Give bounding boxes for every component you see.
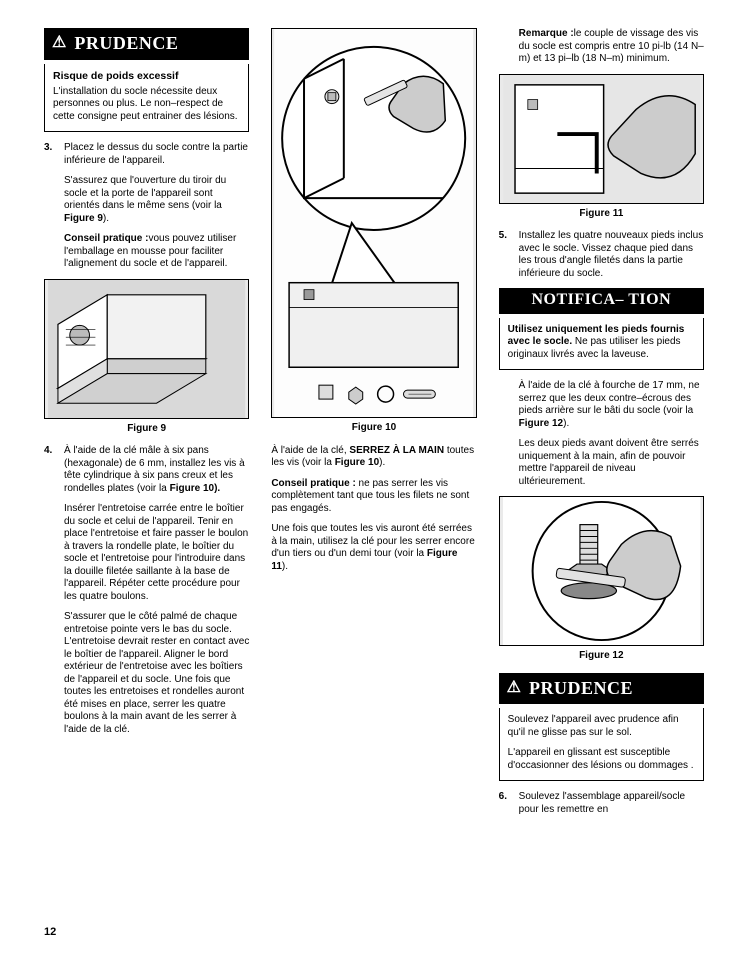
figure-11 bbox=[499, 74, 704, 204]
warning-icon: ⚠ bbox=[507, 680, 521, 696]
step-4-text-a: À l'aide de la clé mâle à six pans (hexa… bbox=[64, 445, 249, 495]
step-4-number: 4. bbox=[44, 445, 52, 458]
step-6-number: 6. bbox=[499, 791, 507, 804]
step-4: 4. À l'aide de la clé mâle à six pans (h… bbox=[64, 445, 249, 736]
figure-10 bbox=[271, 28, 476, 418]
notification-box: Utilisez uniquement les pieds fournis av… bbox=[499, 318, 704, 371]
steps-list-1: 3. Placez le dessus du socle contre la p… bbox=[44, 142, 249, 271]
notification-banner-title: NOTIFICA– TION bbox=[532, 292, 672, 309]
col2-p1: À l'aide de la clé, SERREZ À LA MAIN tou… bbox=[271, 445, 476, 470]
steps-list-3: 5. Installez les quatre nouveaux pieds i… bbox=[499, 230, 704, 280]
caution-box-3a: Soulevez l'appareil avec prudence afin q… bbox=[508, 714, 695, 739]
column-3: Remarque :le couple de vissage des vis d… bbox=[499, 28, 704, 824]
caution-box-3: Soulevez l'appareil avec prudence afin q… bbox=[499, 708, 704, 781]
prudence-banner-2-title: PRUDENCE bbox=[529, 677, 633, 700]
step-3-text-a: Placez le dessus du socle contre la part… bbox=[64, 142, 249, 167]
figure-12-caption: Figure 12 bbox=[499, 650, 704, 663]
col2-p2: Conseil pratique : ne pas serrer les vis… bbox=[271, 478, 476, 516]
step-6-text: Soulevez l'assemblage appareil/socle pou… bbox=[519, 791, 704, 816]
steps-list-4: 6. Soulevez l'assemblage appareil/socle … bbox=[499, 791, 704, 816]
step-4-text-c: S'assurer que le côté palmé de chaque en… bbox=[64, 611, 249, 736]
figure-10-caption: Figure 10 bbox=[271, 422, 476, 435]
caution-box-1: Risque de poids excessif L'installation … bbox=[44, 64, 249, 133]
figure-12 bbox=[499, 496, 704, 646]
caution-box-1-text: L'installation du socle nécessite deux p… bbox=[53, 86, 240, 124]
col3-pa: À l'aide de la clé à fourche de 17 mm, n… bbox=[499, 380, 704, 430]
step-3-number: 3. bbox=[44, 142, 52, 155]
step-6: 6. Soulevez l'assemblage appareil/socle … bbox=[519, 791, 704, 816]
col3-pb: Les deux pieds avant doivent être serrés… bbox=[499, 438, 704, 488]
column-1: ⚠ PRUDENCE Risque de poids excessif L'in… bbox=[44, 28, 249, 824]
prudence-banner-1: ⚠ PRUDENCE bbox=[44, 28, 249, 60]
page-columns: ⚠ PRUDENCE Risque de poids excessif L'in… bbox=[44, 28, 704, 824]
step-5-text: Installez les quatre nouveaux pieds incl… bbox=[519, 230, 704, 280]
step-5-number: 5. bbox=[499, 230, 507, 243]
prudence-banner-2: ⚠ PRUDENCE bbox=[499, 673, 704, 705]
column-2: Figure 10 À l'aide de la clé, SERREZ À L… bbox=[271, 28, 476, 824]
steps-list-2: 4. À l'aide de la clé mâle à six pans (h… bbox=[44, 445, 249, 736]
figure-11-caption: Figure 11 bbox=[499, 208, 704, 221]
step-4-text-b: Insérer l'entretoise carrée entre le boî… bbox=[64, 503, 249, 603]
caution-box-3b: L'appareil en glissant est susceptible d… bbox=[508, 747, 695, 772]
step-3-text-b: S'assurez que l'ouverture du tiroir du s… bbox=[64, 175, 249, 225]
prudence-banner-1-title: PRUDENCE bbox=[74, 32, 178, 55]
warning-icon: ⚠ bbox=[52, 35, 66, 51]
caution-box-1-title: Risque de poids excessif bbox=[53, 70, 240, 83]
step-5: 5. Installez les quatre nouveaux pieds i… bbox=[519, 230, 704, 280]
page-number: 12 bbox=[44, 926, 56, 940]
notification-banner: NOTIFICA– TION bbox=[499, 288, 704, 314]
step-3: 3. Placez le dessus du socle contre la p… bbox=[64, 142, 249, 271]
figure-9-caption: Figure 9 bbox=[44, 423, 249, 436]
step-3-text-c: Conseil pratique :vous pouvez utiliser l… bbox=[64, 233, 249, 271]
col2-p3: Une fois que toutes les vis auront été s… bbox=[271, 523, 476, 573]
col3-remark: Remarque :le couple de vissage des vis d… bbox=[499, 28, 704, 66]
figure-9 bbox=[44, 279, 249, 419]
